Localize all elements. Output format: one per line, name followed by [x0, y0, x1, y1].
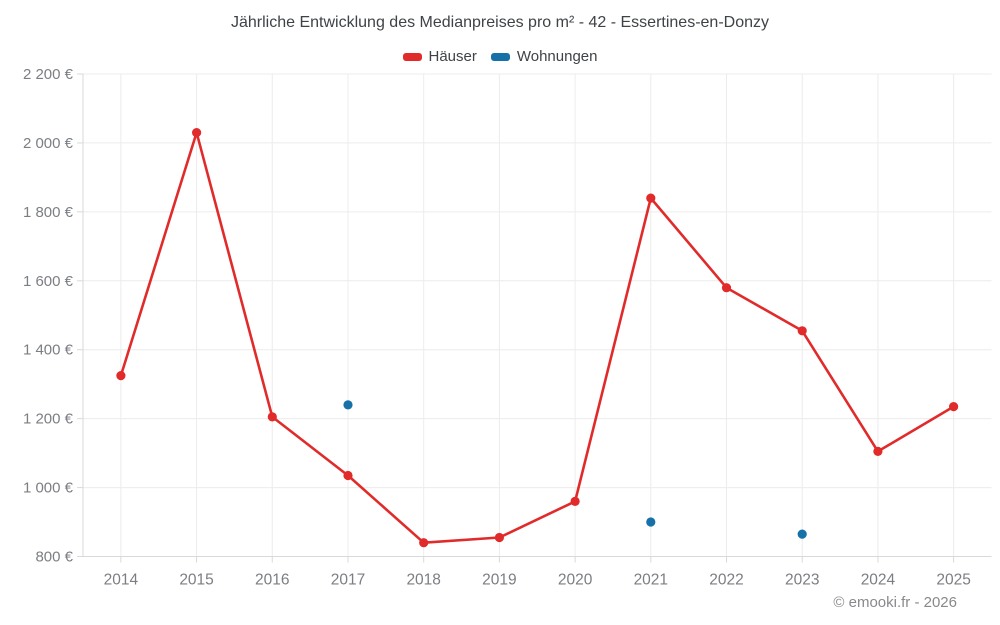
data-point-häuser-2016[interactable] — [267, 412, 277, 422]
x-tick-label: 2018 — [406, 572, 440, 589]
legend-label-haeuser: Häuser — [428, 48, 477, 65]
data-point-häuser-2019[interactable] — [494, 532, 504, 543]
x-tick-label: 2023 — [785, 572, 819, 589]
legend-swatch-wohnungen — [490, 52, 510, 61]
data-point-häuser-2018[interactable] — [419, 538, 429, 548]
y-tick-label: 2 200 € — [23, 66, 74, 83]
y-tick-label: 1 200 € — [23, 411, 74, 428]
data-point-häuser-2024[interactable] — [873, 446, 883, 456]
x-tick-label: 2021 — [634, 572, 668, 589]
x-tick-label: 2019 — [482, 572, 516, 589]
x-tick-label: 2014 — [104, 572, 139, 589]
data-point-wohnungen-2021[interactable] — [646, 517, 656, 527]
series-line-häuser — [119, 131, 955, 544]
data-point-wohnungen-2023[interactable] — [797, 529, 807, 539]
copyright-text: © emooki.fr - 2026 — [833, 594, 957, 611]
legend-label-wohnungen: Wohnungen — [516, 48, 598, 65]
x-tick-label: 2024 — [861, 572, 896, 589]
y-tick-label: 1 600 € — [23, 273, 74, 290]
x-tick-label: 2025 — [936, 572, 970, 589]
legend-item-haeuser[interactable]: Häuser — [402, 48, 477, 65]
data-point-häuser-2020[interactable] — [570, 496, 580, 506]
legend-swatch-haeuser — [402, 52, 422, 61]
data-point-häuser-2021[interactable] — [646, 193, 656, 203]
x-tick-label: 2020 — [558, 572, 593, 589]
data-point-häuser-2014[interactable] — [116, 371, 126, 381]
y-tick-label: 2 000 € — [23, 135, 74, 152]
data-point-häuser-2015[interactable] — [192, 128, 202, 138]
data-point-häuser-2017[interactable] — [343, 470, 353, 481]
y-tick-label: 1 800 € — [23, 204, 74, 221]
x-tick-label: 2022 — [709, 572, 743, 589]
data-point-häuser-2023[interactable] — [797, 326, 807, 336]
data-point-häuser-2025[interactable] — [949, 402, 959, 412]
data-point-häuser-2022[interactable] — [721, 283, 732, 293]
x-tick-label: 2015 — [179, 572, 213, 589]
x-tick-label: 2017 — [331, 572, 365, 589]
legend-item-wohnungen[interactable]: Wohnungen — [490, 48, 598, 65]
data-point-wohnungen-2017[interactable] — [343, 400, 353, 410]
y-tick-label: 1 000 € — [23, 480, 74, 497]
chart-legend: Häuser Wohnungen — [0, 48, 1000, 65]
y-tick-label: 1 400 € — [23, 342, 74, 359]
chart-title: Jährliche Entwicklung des Medianpreises … — [231, 14, 769, 31]
y-tick-label: 800 € — [35, 549, 73, 566]
x-tick-label: 2016 — [255, 572, 289, 589]
